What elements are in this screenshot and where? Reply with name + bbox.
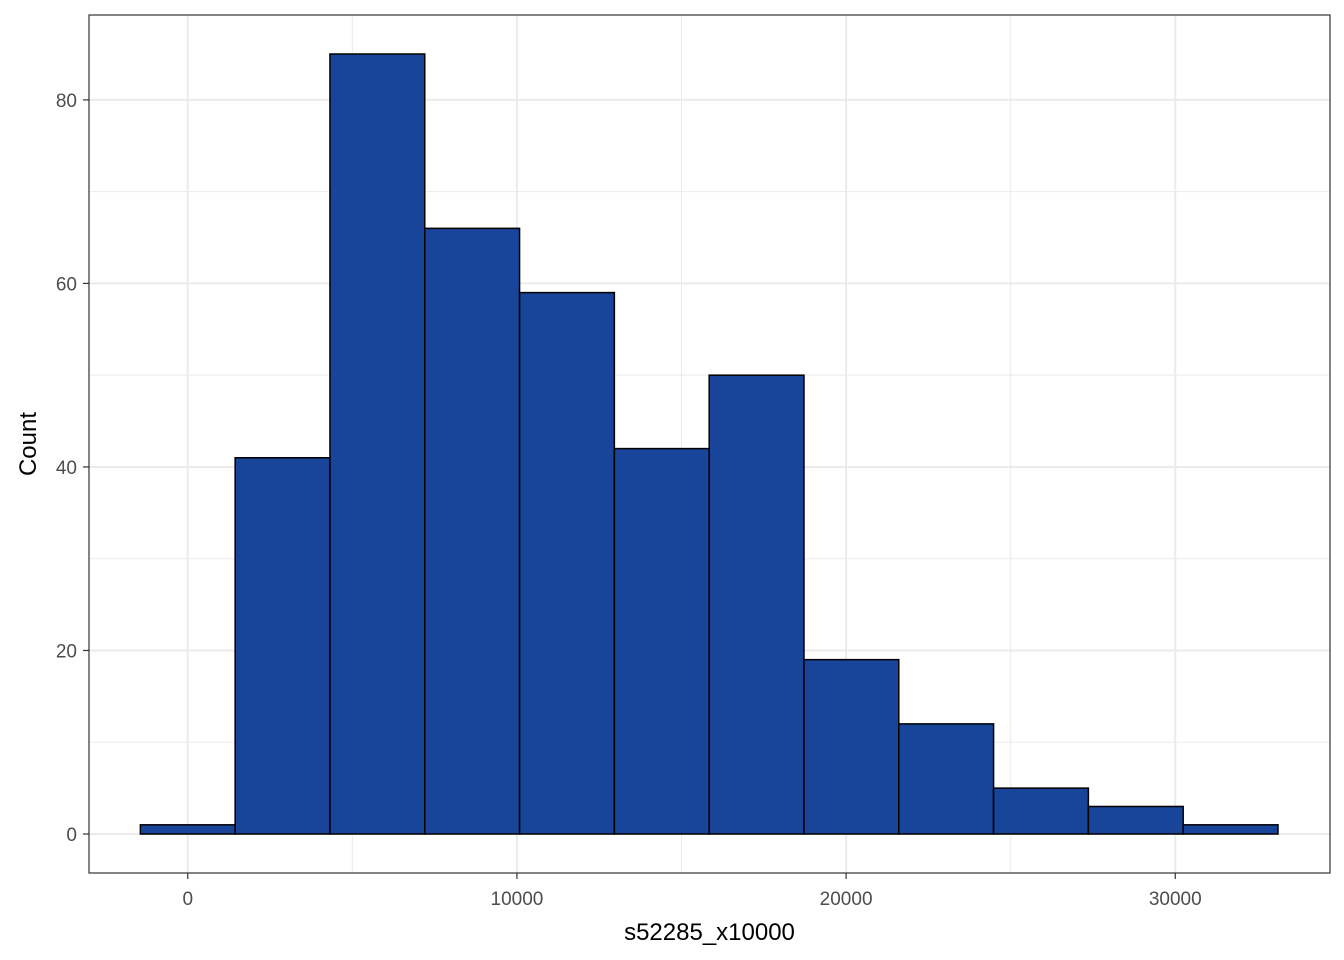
histogram-bar xyxy=(708,374,805,835)
histogram-bar xyxy=(518,291,616,835)
y-tick-label: 0 xyxy=(66,825,77,846)
y-tick-label: 80 xyxy=(56,91,77,112)
x-tick-label: 10000 xyxy=(491,889,544,910)
histogram-bar xyxy=(803,658,900,835)
histogram-bar xyxy=(992,787,1090,835)
x-tick-label: 20000 xyxy=(820,889,873,910)
x-tick-label: 0 xyxy=(182,889,193,910)
panel-border xyxy=(88,14,1331,874)
histogram-bar xyxy=(613,447,710,835)
histogram-bar xyxy=(898,723,995,835)
y-tick-label: 20 xyxy=(56,641,77,662)
axes: 0 10000 20000 30000 0 20 40 60 80 xyxy=(56,91,1202,910)
histogram-bar xyxy=(139,824,236,835)
histogram-bar xyxy=(1182,824,1279,835)
x-axis-title: s52285_x10000 xyxy=(624,919,795,946)
histogram-bar xyxy=(329,53,426,835)
histogram-bar xyxy=(424,227,521,835)
y-axis-title: Count xyxy=(15,412,42,476)
y-tick-label: 40 xyxy=(56,458,77,479)
x-tick-label: 30000 xyxy=(1149,889,1202,910)
histogram-bar xyxy=(234,457,331,835)
histogram-bars xyxy=(139,53,1279,835)
histogram-bar xyxy=(1087,805,1184,835)
y-tick-label: 60 xyxy=(56,274,77,295)
